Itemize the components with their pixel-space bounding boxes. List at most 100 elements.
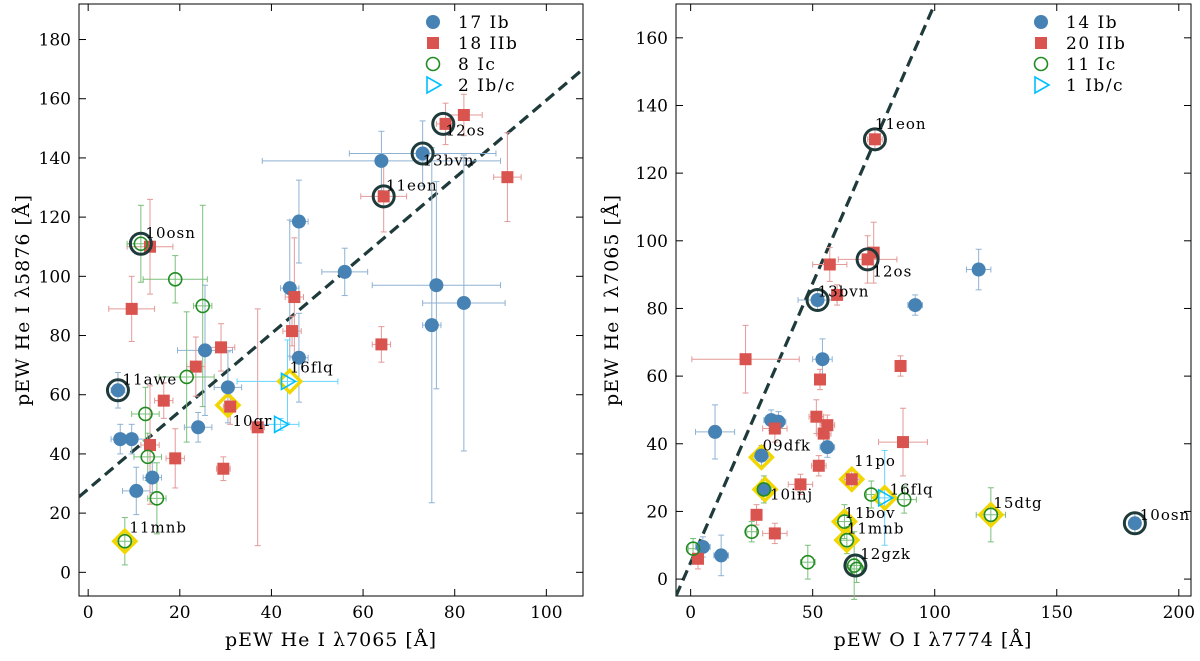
right-errorbar-Ic-3: [799, 544, 816, 580]
right-legend-label-3: 1 Ib/c: [1066, 76, 1124, 96]
right-legend-marker-0: [1034, 15, 1048, 29]
left-xtick-label-0: 0: [83, 603, 94, 623]
left-ytick-label-6: 120: [39, 208, 71, 228]
left-point-Ib-1: [113, 432, 128, 447]
left-annotation-1: 10osn: [145, 224, 195, 242]
left-annotation-0: 11awe: [123, 370, 178, 388]
left-point-IIb-6: [215, 341, 228, 354]
left-point-Ic-2: [138, 406, 153, 422]
left-annotation-6: 13bvn: [423, 151, 475, 169]
left-point-Ib-7: [220, 380, 235, 395]
right-ytick-label-4: 80: [646, 299, 668, 319]
right-point-Ib-12: [1127, 516, 1142, 531]
right-point-Ic-4: [837, 514, 852, 529]
right-highlight-diamond-4: [838, 465, 866, 493]
left-annotation-4: 16flq: [290, 359, 334, 377]
right-ytick-label-1: 20: [646, 502, 668, 522]
left-xtick-label-4: 80: [444, 603, 466, 623]
left-point-IIb-15: [457, 109, 470, 121]
left-ytick-label-0: 0: [60, 563, 71, 583]
right-highlight-diamond-6: [977, 501, 1005, 529]
left-legend-marker-1: [427, 37, 439, 49]
left-highlight-diamond-2: [276, 367, 304, 395]
left-fit-line: [79, 67, 583, 499]
right-point-IIb-12: [831, 288, 844, 301]
left-point-Ib-4: [145, 470, 160, 485]
right-point-IIb-10: [821, 419, 834, 432]
right-ring-4: [1122, 511, 1147, 536]
left-ring-2: [371, 184, 396, 209]
left-ring-layer: [105, 111, 456, 403]
left-point-IIb-7: [217, 462, 230, 475]
left-ticks-layer: 0 20 40 60 80 100 0 20 40 60 80 100 120 140 160 180: [39, 4, 583, 623]
right-point-Ib-4: [756, 482, 771, 497]
left-y-axis-label: pEW He I λ5876 [Å]: [12, 194, 34, 406]
right-ytick-label-8: 160: [636, 29, 668, 49]
right-point-Ib-7: [810, 293, 825, 307]
right-point-Ic-5: [839, 532, 855, 548]
left-point-IIb-0: [125, 302, 138, 315]
right-ytick-label-7: 140: [636, 96, 668, 116]
left-point-Ib-9: [291, 214, 306, 229]
right-ticks-layer: 0 50 100 150 200 0 20 40 60 80 100 120 140 160: [636, 4, 1195, 623]
left-ring-3: [410, 141, 435, 166]
right-ring-layer: [805, 127, 1147, 578]
right-point-IIb-11: [823, 258, 836, 271]
right-point-Ib-8: [815, 352, 830, 367]
right-ytick-label-5: 100: [636, 232, 668, 252]
right-point-Ib-10: [908, 298, 923, 313]
left-point-Ibc-0: [273, 414, 291, 434]
right-ring-2: [862, 127, 887, 152]
right-point-Ic-6: [846, 558, 862, 573]
left-point-IIb-4: [169, 452, 182, 465]
left-point-IIb-3: [157, 394, 170, 407]
left-point-Ib-11: [337, 264, 352, 279]
left-ring-4: [431, 111, 456, 136]
left-legend-label-1: 18 IIb: [458, 34, 518, 54]
left-point-Ib-6: [198, 343, 212, 358]
left-point-IIb-10: [286, 325, 299, 338]
right-ytick-label-0: 0: [657, 570, 668, 590]
left-point-Ic-5: [167, 271, 183, 287]
left-annotation-3: 10qr: [232, 412, 272, 430]
left-annotation-7: 12os: [446, 122, 486, 140]
left-ytick-label-7: 140: [39, 149, 71, 169]
left-ytick-label-5: 100: [39, 267, 71, 287]
right-ytick-label-2: 40: [646, 435, 668, 455]
right-scatter-panel: 11eon12os13bvn09dfk10inj11po16flq11bov11…: [601, 3, 1195, 651]
left-errorbar-Ibc-1: [236, 339, 339, 424]
left-annotation-layer: 11awe 10osn 11mnb 10qr 16flq 11eon 13bvn 12os: [123, 122, 486, 537]
right-point-Ib-3: [754, 448, 769, 463]
right-legend-marker-3: [1034, 75, 1051, 95]
left-ytick-label-1: 20: [49, 504, 71, 524]
right-highlight-diamond-3: [833, 526, 861, 554]
right-annotation-0: 11eon: [875, 115, 927, 133]
left-annotation-2: 11mnb: [129, 518, 187, 536]
right-annotation-6: 16flq: [890, 481, 934, 499]
right-point-Ic-0: [685, 541, 701, 556]
right-point-IIb-3: [768, 422, 781, 435]
left-errorbar-Ic-2: [131, 386, 160, 442]
left-point-IIb-14: [439, 117, 452, 130]
right-y-axis-label: pEW He I λ7065 [Å]: [601, 194, 623, 406]
right-annotation-7: 11bov: [844, 504, 895, 522]
left-point-Ic-6: [179, 369, 194, 385]
right-point-Ibc-0: [877, 488, 895, 508]
left-legend-marker-0: [426, 15, 440, 29]
right-point-IIb-17: [894, 359, 907, 372]
right-point-Ic-2: [756, 482, 772, 497]
left-ring-1: [128, 231, 153, 256]
right-annotation-5: 11po: [854, 452, 896, 470]
left-ytick-label-4: 80: [49, 327, 71, 347]
right-legend-label-0: 14 Ib: [1066, 13, 1118, 33]
right-legend-label-2: 11 Ic: [1066, 55, 1117, 75]
left-scatter-panel: 11awe 10osn 11mnb 10qr 16flq 11eon 13bvn 12os 0…: [12, 3, 584, 651]
left-point-Ibc-1: [280, 372, 298, 391]
right-xtick-label-3: 150: [1041, 603, 1073, 623]
right-ring-0: [805, 288, 830, 312]
right-xtick-label-1: 50: [802, 603, 824, 623]
right-x-axis-label: pEW O I λ7774 [Å]: [834, 629, 1033, 651]
left-point-IIb-8: [224, 400, 237, 413]
right-point-Ib-11: [971, 262, 986, 277]
